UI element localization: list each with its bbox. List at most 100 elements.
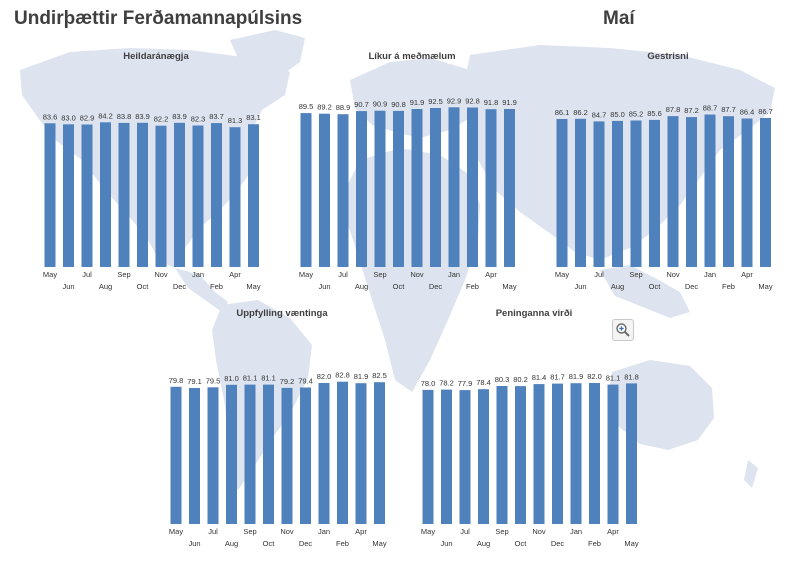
bar[interactable] (170, 386, 182, 524)
tick-label: Apr (355, 527, 367, 536)
tick-label: Sep (243, 527, 256, 536)
bar[interactable] (229, 127, 241, 267)
bar[interactable] (575, 118, 586, 267)
tick-label: Dec (173, 282, 187, 291)
zoom-button[interactable] (612, 319, 634, 341)
data-label: 87.8 (666, 105, 681, 114)
data-label: 92.8 (465, 97, 480, 106)
bar[interactable] (248, 124, 259, 267)
bar[interactable] (356, 111, 367, 267)
chart-svg: Peninganna virði 78.0 May 78.2 Jun 77.9 Jul 78.… (421, 308, 639, 548)
bar[interactable] (355, 383, 367, 524)
bar[interactable] (207, 387, 219, 524)
tick-label: Dec (685, 282, 699, 291)
tick-label: Feb (722, 282, 735, 291)
bar[interactable] (244, 384, 256, 524)
bar[interactable] (137, 122, 148, 267)
bar[interactable] (63, 124, 74, 267)
bar[interactable] (607, 384, 619, 524)
chart-svg: Uppfylling væntinga 79.8 May 79.1 Jun 79.5 Jul… (169, 308, 387, 548)
bar[interactable] (300, 113, 312, 267)
tick-label: May (421, 527, 435, 536)
bar[interactable] (155, 125, 167, 267)
bar[interactable] (467, 107, 478, 268)
chart-svg: Líkur á meðmælum 89.5 May 89.2 Jun 88.9 Jul 90.… (299, 51, 517, 291)
data-label: 90.7 (354, 100, 369, 109)
bar[interactable] (319, 113, 330, 267)
bar[interactable] (723, 116, 734, 267)
bar[interactable] (760, 118, 771, 267)
data-label: 79.5 (206, 376, 221, 385)
data-label: 81.3 (228, 116, 243, 125)
data-label: 83.0 (61, 113, 76, 122)
bar[interactable] (174, 122, 185, 267)
bar[interactable] (441, 389, 452, 524)
bar[interactable] (612, 120, 623, 268)
data-label: 91.8 (484, 98, 499, 107)
bar[interactable] (667, 116, 679, 267)
bar[interactable] (630, 120, 642, 268)
bar[interactable] (552, 383, 563, 524)
bar[interactable] (589, 383, 600, 524)
bar[interactable] (515, 386, 526, 524)
tick-label: Jul (208, 527, 218, 536)
bar[interactable] (263, 384, 274, 524)
data-label: 82.5 (372, 371, 387, 380)
bar[interactable] (211, 123, 222, 267)
bar[interactable] (504, 109, 515, 267)
bar[interactable] (459, 390, 471, 524)
bar[interactable] (626, 383, 637, 524)
tick-label: Jun (574, 282, 586, 291)
chart-peninganna-virdi: Peninganna virði 78.0 May 78.2 Jun 77.9 Jul 78.… (414, 297, 654, 549)
bar[interactable] (741, 118, 753, 268)
bar[interactable] (686, 117, 697, 267)
bar[interactable] (44, 123, 56, 267)
bar[interactable] (649, 119, 660, 268)
bar[interactable] (337, 381, 348, 524)
bar[interactable] (374, 110, 386, 267)
data-label: 87.7 (721, 105, 736, 114)
bar[interactable] (300, 387, 311, 525)
tick-label: Sep (629, 270, 642, 279)
tick-label: Nov (280, 527, 294, 536)
map-southeast-asia (600, 265, 690, 318)
bar[interactable] (556, 119, 568, 267)
tick-label: Apr (741, 270, 753, 279)
tick-label: Sep (373, 270, 386, 279)
data-label: 87.2 (684, 106, 699, 115)
tick-label: Sep (117, 270, 130, 279)
tick-label: Sep (495, 527, 508, 536)
data-label: 79.2 (280, 377, 295, 386)
tick-label: Jan (448, 270, 460, 279)
bar[interactable] (192, 125, 204, 268)
tick-label: Jan (570, 527, 582, 536)
bar[interactable] (570, 383, 582, 524)
bar[interactable] (318, 383, 330, 524)
bar[interactable] (374, 382, 385, 524)
chart-title: Líkur á meðmælum (368, 51, 455, 62)
bar[interactable] (422, 389, 434, 524)
page-title: Undirþættir Ferðamannapúlsins (14, 8, 303, 29)
bar[interactable] (281, 387, 293, 524)
map-greenland (230, 30, 305, 78)
bar[interactable] (448, 107, 460, 267)
chart-svg: Gestrisni 86.1 May 86.2 Jun 84.7 Jul 85.0 Aug 85.… (555, 51, 773, 291)
map-north-america (20, 48, 290, 268)
bar[interactable] (430, 108, 441, 267)
bar[interactable] (411, 109, 423, 267)
bar[interactable] (478, 389, 489, 524)
bar[interactable] (189, 388, 200, 524)
bar[interactable] (100, 122, 111, 267)
bar[interactable] (226, 384, 237, 524)
tick-label: Apr (485, 270, 497, 279)
bar[interactable] (81, 124, 93, 268)
tick-label: May (372, 539, 386, 548)
bar[interactable] (593, 121, 605, 268)
bar[interactable] (118, 122, 130, 268)
bar[interactable] (533, 384, 545, 524)
bar[interactable] (337, 114, 349, 267)
bar[interactable] (704, 114, 716, 268)
bar[interactable] (496, 386, 508, 524)
bar[interactable] (485, 109, 497, 267)
bar[interactable] (393, 110, 404, 268)
